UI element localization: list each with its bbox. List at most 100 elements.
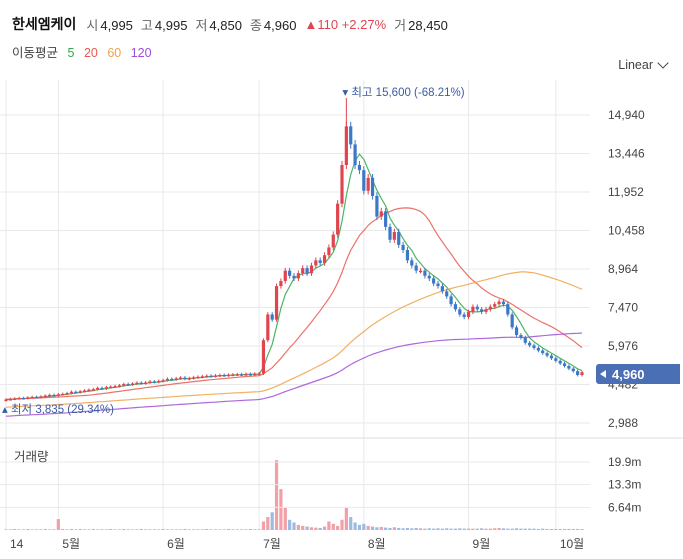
candle: [170, 378, 174, 381]
candle: [414, 265, 418, 271]
candle: [240, 374, 244, 376]
candle: [161, 380, 165, 382]
candle: [266, 314, 270, 341]
candle: [480, 309, 484, 312]
scale-dropdown[interactable]: Linear: [618, 57, 669, 72]
candle: [353, 144, 357, 165]
candle: [331, 234, 335, 248]
volume-bar: [91, 528, 95, 530]
volume-bar: [196, 529, 200, 530]
volume-bar: [475, 528, 479, 530]
candle: [4, 399, 8, 401]
volume-bar: [458, 528, 462, 530]
candle: [370, 177, 375, 196]
volume-bar: [135, 529, 139, 530]
volume-bar: [506, 528, 510, 530]
candle: [493, 304, 497, 307]
candle: [554, 358, 558, 361]
candle: [466, 311, 471, 318]
high-value: 4,995: [154, 17, 188, 33]
x-tick-label: 7월: [263, 537, 281, 551]
candle: [418, 270, 423, 273]
chart-annotations: ▾ 최고 15,600 (-68.21%) ▴ 최저 3,835 (29.34%): [2, 86, 465, 416]
candle: [78, 391, 82, 393]
candle: [74, 391, 78, 394]
x-tick-label: 9월: [473, 537, 491, 551]
candle: [362, 170, 366, 191]
candle: [274, 286, 279, 320]
volume-bar: [392, 527, 396, 530]
moving-average-legend[interactable]: 이동평균 5 20 60 120: [12, 42, 158, 61]
volume-bar: [397, 527, 401, 530]
candle: [21, 397, 26, 400]
volume-bar: [244, 529, 248, 530]
candle: [514, 327, 519, 336]
volume-bar: [423, 528, 427, 530]
volume-bars: [4, 460, 584, 530]
volume-value: 28,450: [408, 17, 448, 33]
volume-bar: [187, 529, 191, 530]
candle: [122, 384, 126, 386]
candle: [327, 247, 331, 256]
volume-bar: [510, 528, 514, 530]
candle: [61, 393, 65, 396]
pointer-icon: [600, 370, 606, 378]
candle: [445, 291, 449, 297]
candle: [69, 391, 74, 394]
volume-bar: [567, 528, 571, 530]
volume-bar: [314, 527, 318, 530]
volume-bar: [30, 529, 34, 530]
candle: [52, 394, 56, 397]
candle: [113, 386, 117, 388]
volume-bar: [109, 528, 113, 530]
high-stat: 고 4,995: [141, 15, 188, 34]
volume-bar: [148, 529, 152, 530]
volume-bar: [257, 529, 261, 530]
volume-bar: [100, 529, 104, 530]
candle: [17, 397, 21, 400]
candle: [388, 226, 392, 240]
volume-bar: [344, 507, 348, 530]
volume-bar: [21, 529, 26, 530]
volume-bar: [43, 528, 47, 530]
volume-bar: [545, 528, 549, 530]
volume-bar: [480, 528, 484, 530]
volume-bar: [362, 523, 366, 530]
volume-bar: [270, 512, 274, 530]
open-value: 4,995: [100, 17, 133, 33]
candle: [471, 306, 475, 312]
candle: [187, 378, 191, 380]
volume-bar: [96, 529, 100, 530]
volume-bar: [353, 522, 357, 530]
candle: [26, 397, 30, 399]
volume-bar: [466, 528, 471, 530]
candle: [235, 374, 239, 376]
candle: [244, 373, 248, 376]
candle: [174, 378, 178, 380]
candle: [322, 255, 327, 263]
candle: [506, 304, 510, 315]
volume-bar: [78, 528, 82, 530]
volume-bar: [122, 528, 126, 530]
volume-bar: [8, 529, 12, 530]
candle: [519, 335, 523, 338]
volume-bar: [576, 528, 580, 530]
volume-bar: [226, 528, 231, 530]
candle: [401, 244, 405, 251]
candle: [336, 203, 340, 235]
candle: [279, 280, 283, 287]
volume-bar: [139, 528, 143, 530]
volume-bar: [357, 524, 362, 530]
low-stat: 저 4,850: [195, 15, 242, 34]
volume-tick-label: 13.3m: [608, 478, 641, 492]
volume-bar: [69, 528, 74, 530]
high-label: 고: [140, 17, 153, 33]
volume-bar: [336, 525, 340, 530]
y-tick-label: 7,470: [608, 301, 638, 315]
candle: [545, 353, 549, 356]
candle: [309, 265, 314, 274]
volume-stat: 거 28,450: [394, 15, 448, 34]
candle: [296, 273, 300, 279]
volume-bar: [523, 528, 527, 530]
